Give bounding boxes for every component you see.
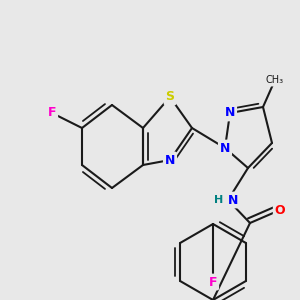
Text: S: S	[166, 91, 175, 103]
Text: N: N	[220, 142, 230, 154]
Text: N: N	[165, 154, 175, 166]
Text: N: N	[228, 194, 238, 206]
Text: F: F	[209, 275, 217, 289]
Text: O: O	[275, 203, 285, 217]
Text: CH₃: CH₃	[266, 75, 284, 85]
Text: H: H	[214, 195, 224, 205]
Text: N: N	[225, 106, 235, 119]
Text: F: F	[48, 106, 56, 119]
